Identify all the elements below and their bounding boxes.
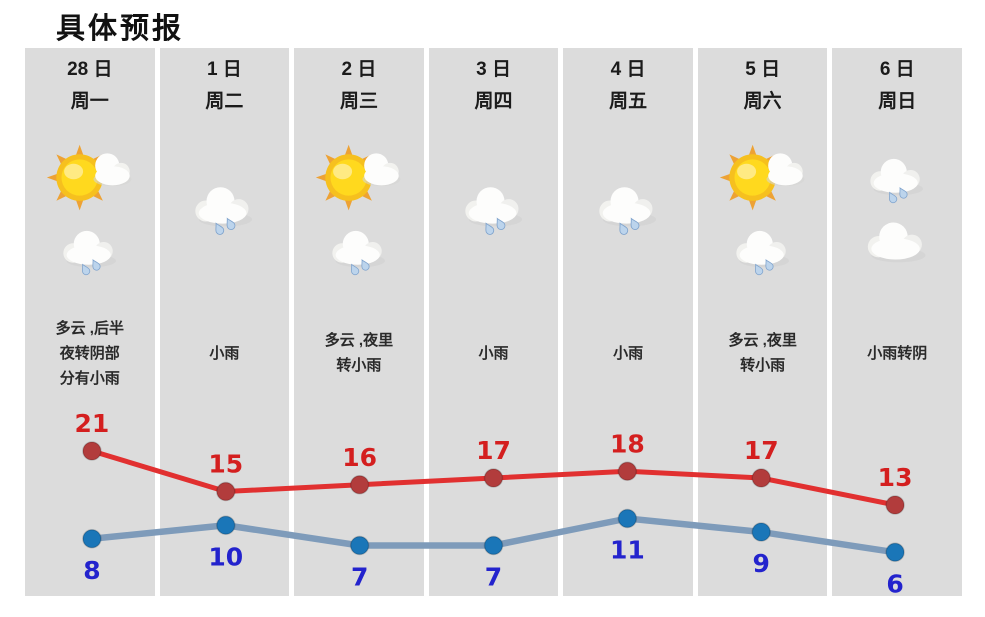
rain-cloud-icon [860, 155, 934, 207]
forecast-day-column: 5 日周六多云 ,夜里 转小雨 [697, 48, 828, 596]
condition-text: 多云 ,后半 夜转阴部 分有小雨 [55, 319, 124, 387]
forecast-day-column: 3 日周四小雨 [428, 48, 559, 596]
condition-text: 多云 ,夜里 转小雨 [728, 332, 797, 374]
rain-cloud-icon [184, 183, 264, 239]
page-title: 具体预报 [56, 13, 185, 45]
weather-icons [313, 131, 405, 291]
weekday-label: 周一 [70, 91, 109, 112]
date-label: 3 日 [476, 59, 511, 80]
condition-text: 小雨 [209, 344, 240, 362]
date-label: 1 日 [206, 59, 242, 80]
weekday-label: 周二 [205, 91, 244, 112]
sun-cloud-icon [44, 143, 136, 219]
rain-cloud-icon [588, 183, 668, 239]
forecast-day-column: 4 日周五小雨 [563, 48, 693, 596]
weather-icons [717, 131, 809, 291]
weather-icons [588, 131, 668, 291]
date-label: 28 日 [67, 59, 113, 80]
date-label: 5 日 [745, 59, 781, 80]
sun-cloud-icon [313, 143, 405, 219]
weekday-label: 周五 [609, 91, 648, 112]
rain-cloud-icon [454, 183, 534, 239]
rain-cloud-icon [726, 227, 800, 279]
date-label: 2 日 [341, 59, 377, 80]
forecast-day-column: 6 日周日小雨转阴 [832, 48, 963, 596]
weather-icons [454, 131, 534, 291]
weekday-label: 周六 [743, 91, 782, 112]
forecast-day-column: 28 日周一多云 ,后半 夜转阴部 分有小雨 [25, 48, 155, 596]
weather-icons [860, 131, 934, 291]
forecast-day-column: 1 日周二小雨 [159, 48, 290, 596]
weather-icons [184, 131, 264, 291]
weekday-label: 周四 [474, 91, 513, 112]
forecast-day-column: 2 日周三多云 ,夜里 转小雨 [294, 48, 424, 596]
weekday-label: 周日 [878, 91, 917, 112]
cloud-icon [860, 215, 934, 267]
condition-text: 小雨转阴 [867, 344, 928, 362]
condition-text: 小雨 [478, 344, 509, 362]
date-label: 4 日 [610, 59, 646, 80]
weather-icons [44, 131, 136, 291]
condition-text: 小雨 [613, 344, 644, 362]
rain-cloud-icon [322, 227, 396, 279]
sun-cloud-icon [717, 143, 809, 219]
weekday-label: 周三 [339, 91, 378, 112]
forecast-board: 28 日周一 多云 ,后半 夜转阴部 分有小雨 1 日周二 小雨 2 日周三 多云 ,夜里… [25, 48, 963, 596]
date-label: 6 日 [879, 59, 915, 80]
rain-cloud-icon [53, 227, 127, 279]
condition-text: 多云 ,夜里 转小雨 [324, 332, 394, 374]
